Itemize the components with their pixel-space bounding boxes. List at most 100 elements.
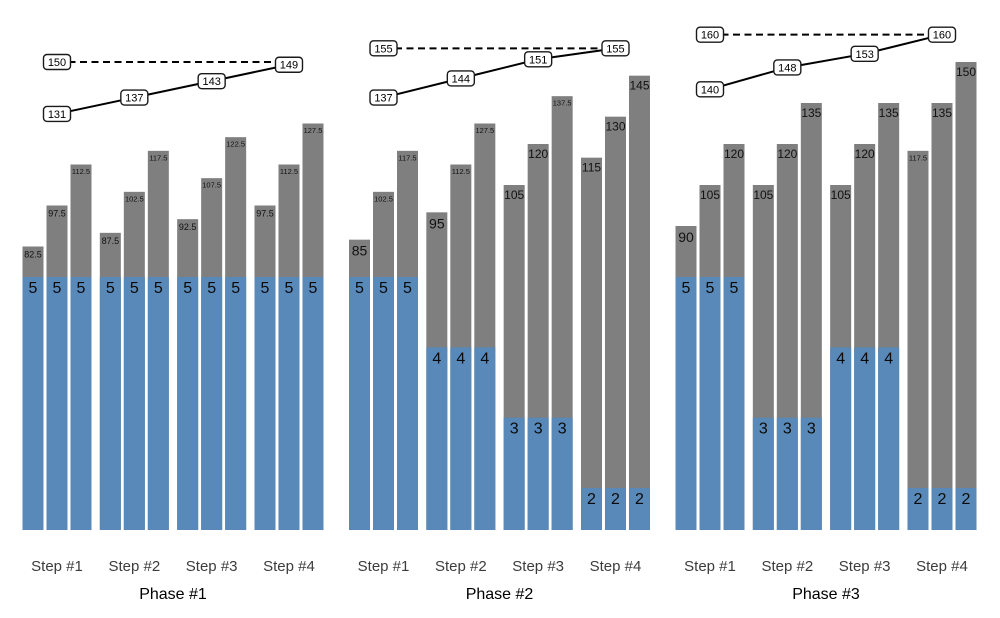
blue-count-label: 5 (231, 280, 240, 297)
blue-bar (349, 277, 370, 530)
bar-value-label: 112.5 (72, 167, 90, 176)
blue-bar (123, 277, 145, 530)
blue-count-label: 5 (706, 280, 715, 297)
bar-value-label: 117.5 (909, 153, 927, 162)
blue-bar (854, 347, 876, 530)
line-value-box: 151 (523, 51, 553, 68)
line-value-box: 155 (369, 40, 398, 57)
bar-value-label: 120 (528, 147, 548, 161)
line-value-text: 137 (125, 93, 143, 105)
blue-bar (907, 488, 929, 530)
bar-value-label: 95 (429, 215, 445, 231)
line-value-box-frame (274, 56, 304, 73)
line-value-box: 160 (695, 26, 725, 43)
blue-count-label: 5 (183, 280, 192, 297)
line-value-box-frame (197, 72, 226, 90)
bar-value-label: 105 (700, 188, 720, 202)
blue-bar (225, 277, 247, 530)
bar-value-label: 120 (855, 147, 875, 161)
line-value-text: 155 (374, 43, 392, 55)
blue-bar (177, 277, 199, 530)
blue-count-label: 2 (962, 491, 971, 508)
blue-bar (22, 277, 44, 530)
blue-bar (527, 417, 549, 530)
line-value-box-frame (42, 53, 72, 71)
blue-count-label: 4 (836, 350, 845, 367)
line-value-box: 144 (446, 70, 476, 87)
blue-bar (955, 488, 977, 530)
blue-bar (46, 277, 68, 530)
blue-bar (99, 277, 121, 530)
line-value-text: 144 (452, 73, 470, 85)
bar-value-label: 117.5 (149, 153, 167, 162)
bar-value-label: 97.5 (256, 209, 274, 219)
blue-count-label: 3 (558, 421, 567, 438)
bar-value-label: 105 (504, 188, 524, 202)
blue-count-label: 5 (207, 280, 216, 297)
line-value-text: 131 (48, 109, 66, 121)
blue-bar (503, 417, 525, 530)
line-value-box-frame (695, 26, 725, 43)
blue-count-label: 2 (938, 491, 947, 508)
blue-bar (723, 277, 745, 530)
blue-count-label: 4 (860, 350, 869, 367)
blue-count-label: 5 (682, 280, 691, 297)
step-label: Step #3 (512, 558, 564, 575)
step-label: Step #2 (761, 558, 813, 575)
bar-value-label: 105 (753, 188, 773, 202)
line-value-box-frame (523, 51, 553, 68)
line-value-box: 160 (927, 26, 957, 43)
bar-value-label: 120 (777, 147, 797, 161)
line-value-box-frame (850, 45, 879, 63)
step-label: Step #3 (839, 558, 891, 575)
bar-value-label: 127.5 (304, 126, 323, 135)
line-value-box: 149 (274, 56, 304, 73)
line-value-box: 148 (773, 59, 802, 76)
blue-count-label: 3 (783, 421, 792, 438)
step-label: Step #4 (263, 558, 315, 575)
line-value-box: 143 (197, 72, 226, 90)
bar-value-label: 135 (932, 106, 952, 120)
line-value-box-frame (601, 40, 630, 57)
line-value-text: 137 (374, 93, 392, 105)
blue-bar (278, 277, 300, 530)
line-value-text: 160 (933, 30, 951, 42)
line-value-box: 150 (42, 53, 72, 71)
blue-bar (426, 347, 448, 530)
phase-label: Phase #3 (792, 586, 860, 603)
blue-count-label: 5 (29, 280, 38, 297)
bar-value-label: 135 (879, 106, 899, 120)
blue-bar (373, 277, 394, 530)
phase-label: Phase #1 (139, 586, 207, 603)
blue-bar (776, 417, 798, 530)
blue-count-label: 3 (510, 421, 519, 438)
blue-bar (254, 277, 276, 530)
step-label: Step #1 (684, 558, 736, 575)
blue-bar (752, 417, 774, 530)
bar-value-label: 90 (678, 229, 694, 245)
blue-count-label: 5 (355, 280, 364, 297)
blue-bar (302, 277, 324, 530)
blue-count-label: 4 (456, 350, 465, 367)
line-value-text: 143 (202, 76, 220, 88)
line-value-text: 160 (701, 30, 719, 42)
bar-value-label: 120 (724, 147, 744, 161)
blue-bar (699, 277, 721, 530)
blue-bar (628, 488, 650, 530)
blue-count-label: 5 (285, 280, 294, 297)
blue-bar (878, 347, 900, 530)
bar-value-label: 105 (831, 188, 851, 202)
gray-bar (580, 157, 602, 530)
line-value-box-frame (927, 26, 957, 43)
line-value-text: 155 (606, 43, 624, 55)
bar-value-label: 97.5 (48, 209, 66, 219)
line-value-text: 153 (855, 49, 873, 61)
blue-bar (147, 277, 169, 530)
phase-label: Phase #2 (466, 586, 534, 603)
bar-value-label: 107.5 (202, 181, 221, 190)
step-label: Step #2 (108, 558, 160, 575)
bar-value-label: 145 (629, 79, 649, 93)
blue-count-label: 2 (611, 491, 620, 508)
blue-count-label: 3 (759, 421, 768, 438)
blue-count-label: 2 (587, 491, 596, 508)
